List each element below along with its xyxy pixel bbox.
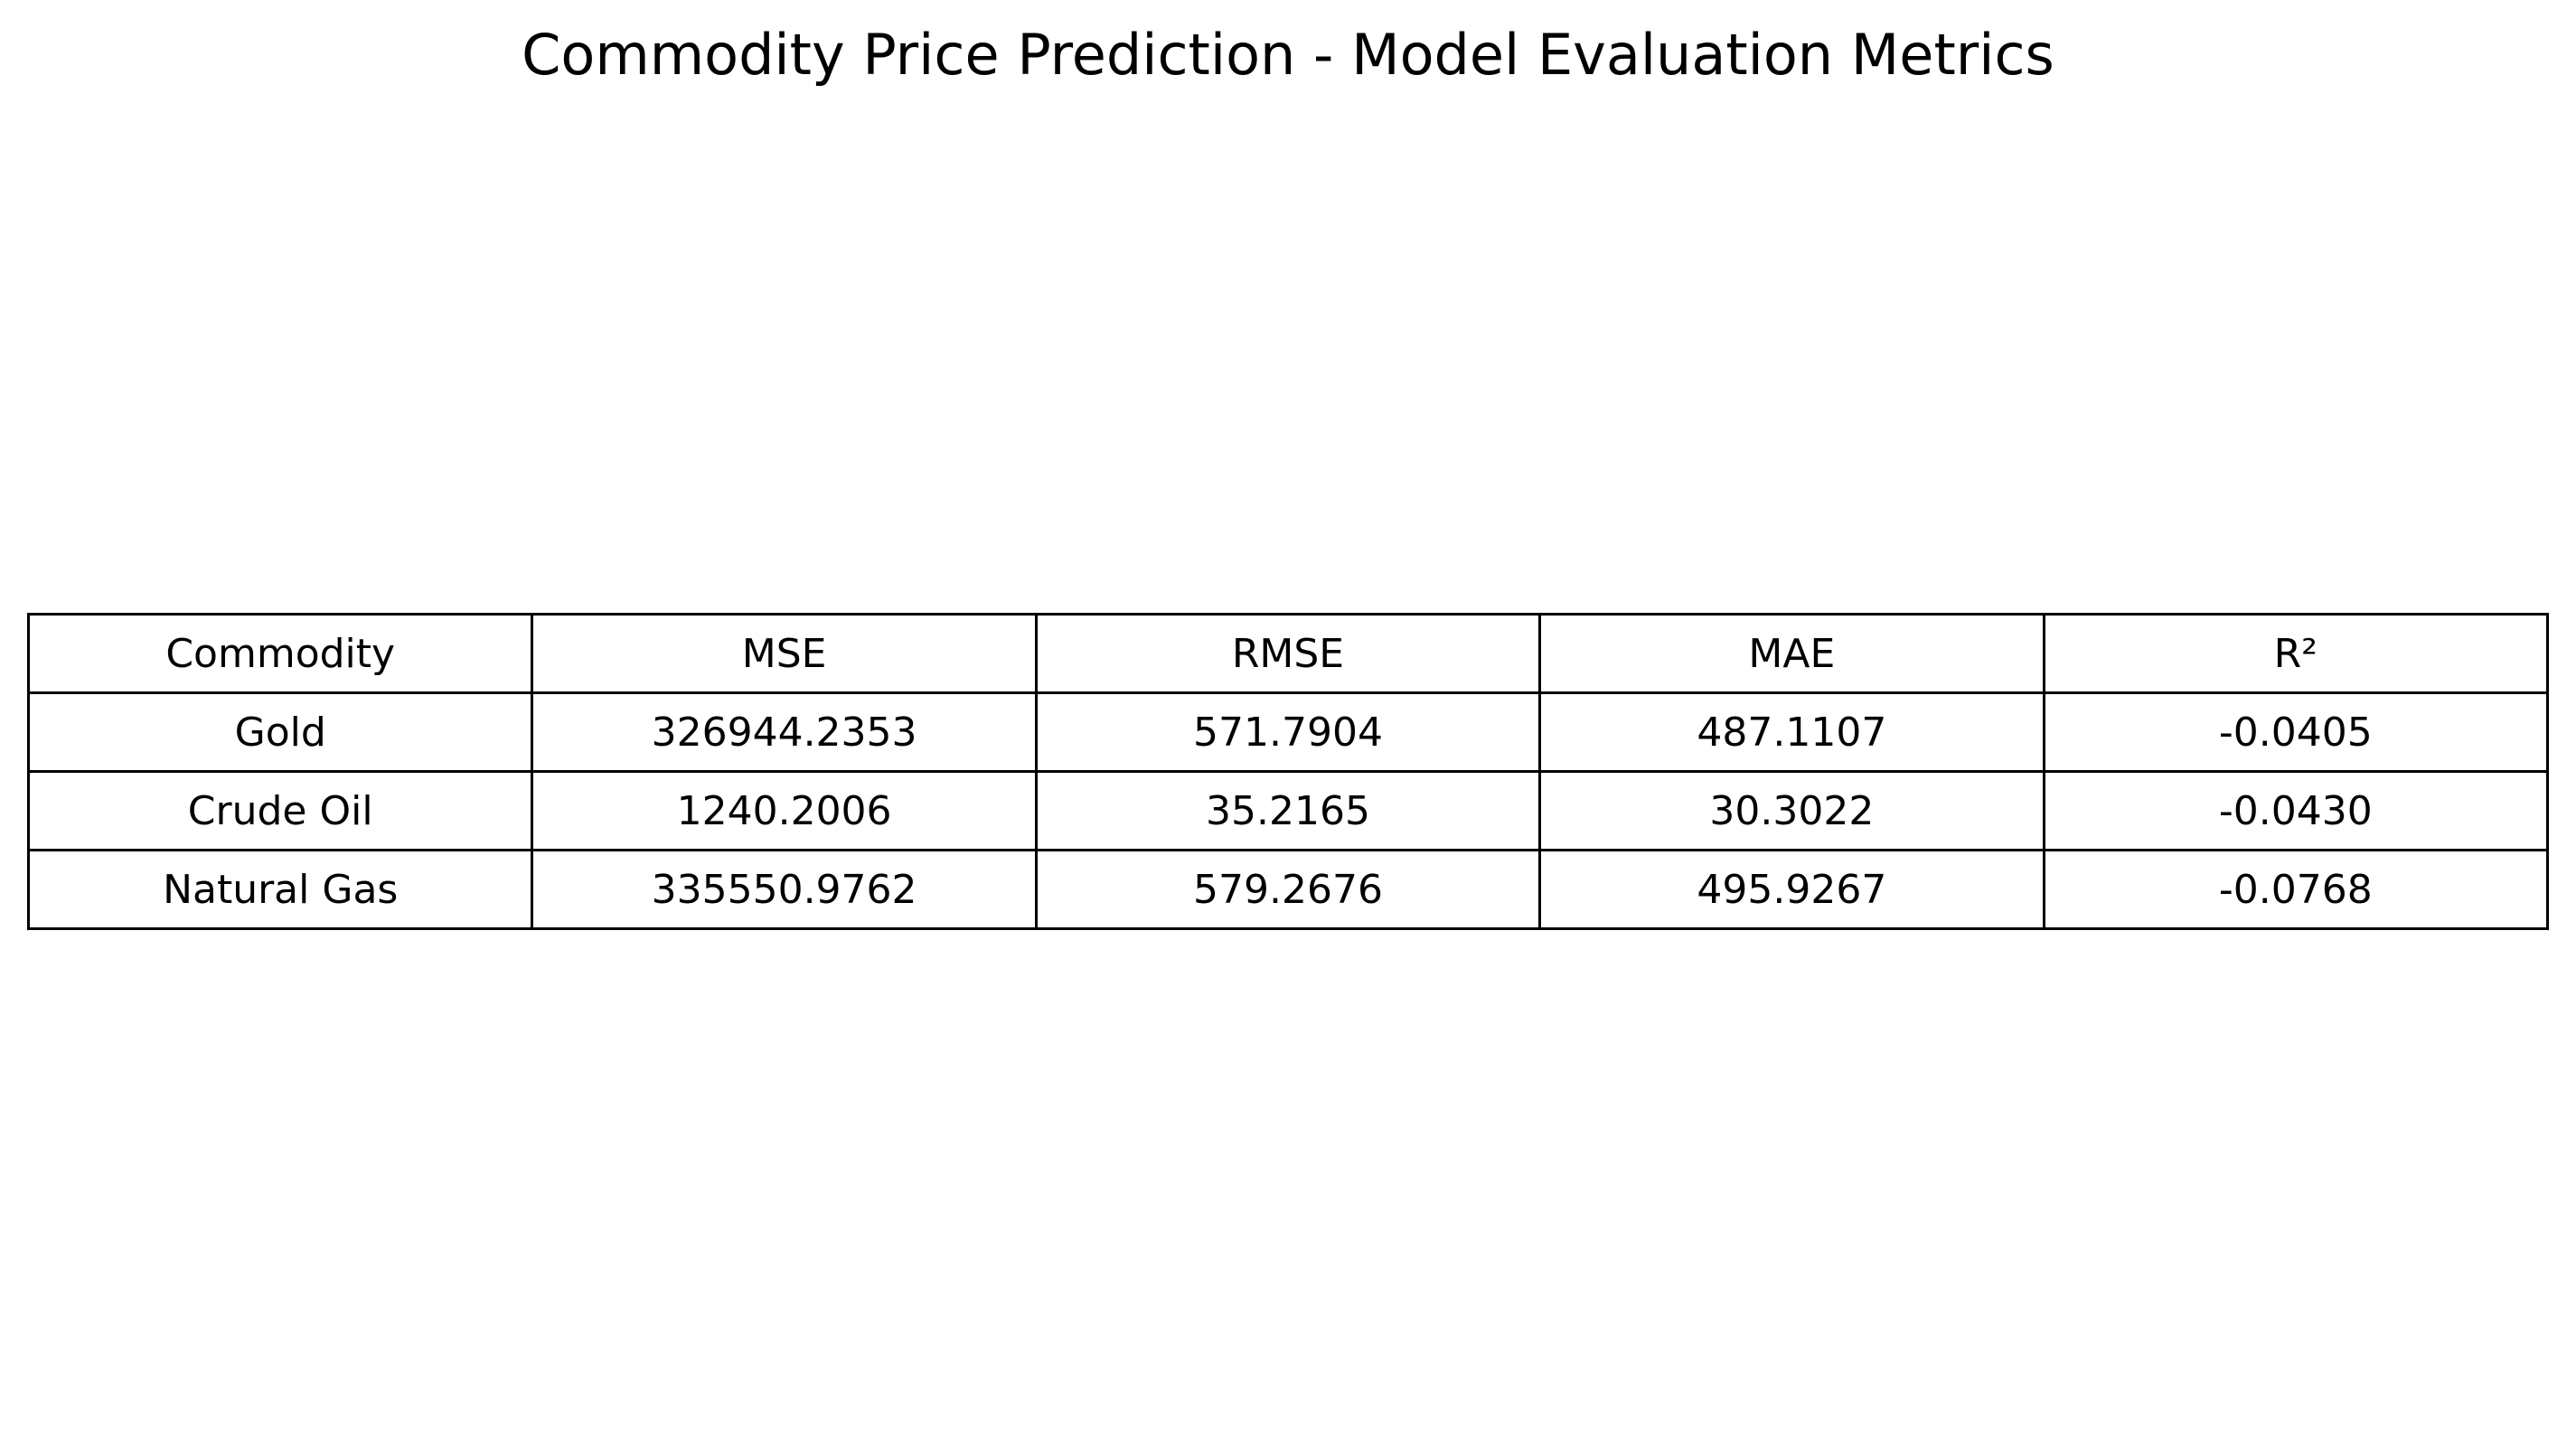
- cell-crude-oil-commodity: Crude Oil: [26, 770, 534, 851]
- cell-natural-gas-mse: 335550.9762: [531, 849, 1038, 930]
- cell-gold-r2: -0.0405: [2042, 691, 2550, 773]
- cell-gold-rmse: 571.7904: [1034, 691, 1542, 773]
- cell-gold-mse: 326944.2353: [531, 691, 1038, 773]
- column-header-r2: R²: [2042, 613, 2550, 694]
- cell-natural-gas-rmse: 579.2676: [1034, 849, 1542, 930]
- table-row-crude-oil: Crude Oil 1240.2006 35.2165 30.3022 -0.0…: [26, 770, 2550, 851]
- cell-gold-commodity: Gold: [26, 691, 534, 773]
- cell-crude-oil-mse: 1240.2006: [531, 770, 1038, 851]
- cell-crude-oil-rmse: 35.2165: [1034, 770, 1542, 851]
- column-header-mae: MAE: [1538, 613, 2045, 694]
- cell-natural-gas-commodity: Natural Gas: [26, 849, 534, 930]
- cell-natural-gas-r2: -0.0768: [2042, 849, 2550, 930]
- cell-gold-mae: 487.1107: [1538, 691, 2045, 773]
- column-header-mse: MSE: [531, 613, 1038, 694]
- metrics-table: Commodity MSE RMSE MAE R² Gold 326944.23…: [26, 613, 2550, 930]
- chart-title: Commodity Price Prediction - Model Evalu…: [522, 22, 2054, 88]
- cell-crude-oil-mae: 30.3022: [1538, 770, 2045, 851]
- cell-crude-oil-r2: -0.0430: [2042, 770, 2550, 851]
- cell-natural-gas-mae: 495.9267: [1538, 849, 2045, 930]
- column-header-rmse: RMSE: [1034, 613, 1542, 694]
- column-header-commodity: Commodity: [26, 613, 534, 694]
- table-row-natural-gas: Natural Gas 335550.9762 579.2676 495.926…: [26, 849, 2550, 930]
- table-header-row: Commodity MSE RMSE MAE R²: [26, 613, 2550, 694]
- table-row-gold: Gold 326944.2353 571.7904 487.1107 -0.04…: [26, 691, 2550, 773]
